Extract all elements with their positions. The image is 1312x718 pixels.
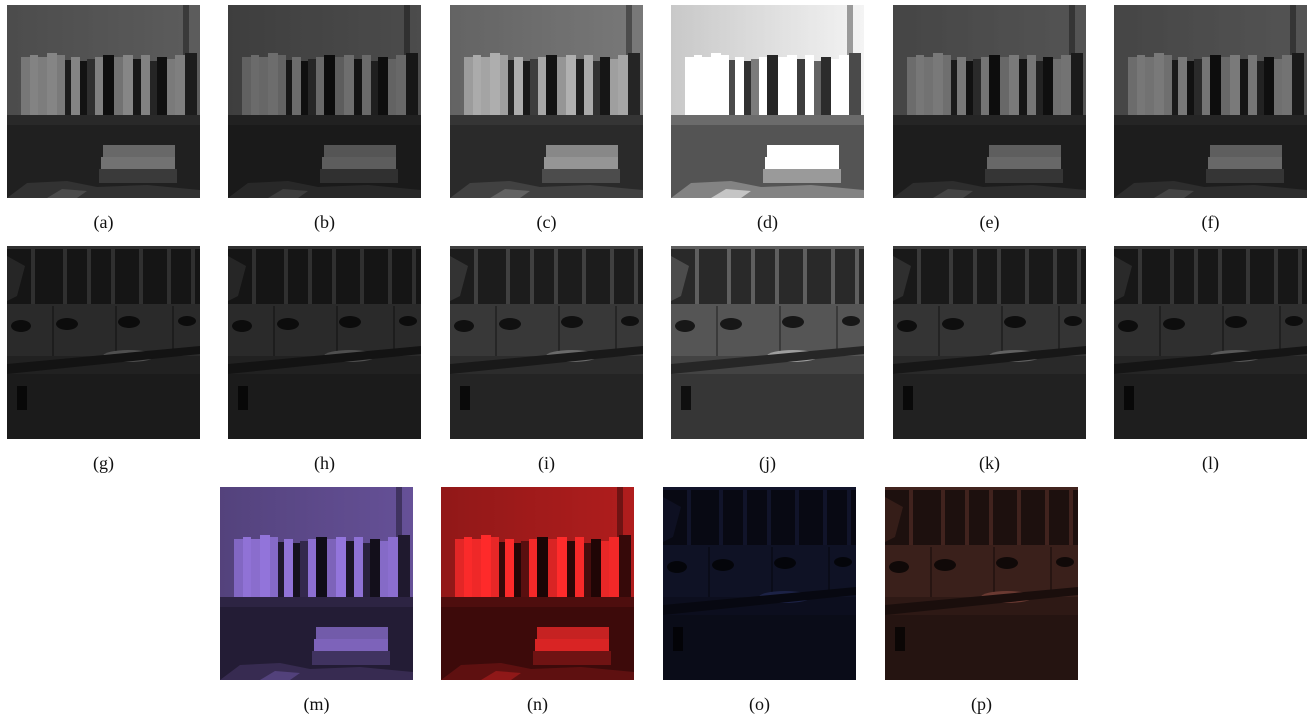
- image-panel: [228, 246, 421, 439]
- panel-caption: (g): [7, 453, 200, 473]
- image-panel: [663, 487, 856, 680]
- panel-caption: (i): [450, 453, 643, 473]
- photo-content: [893, 246, 1086, 439]
- panel-caption: (k): [893, 453, 1086, 473]
- photo-content: [450, 246, 643, 439]
- photo-content: [7, 5, 200, 198]
- panel-caption: (m): [220, 694, 413, 714]
- image-panel: [450, 246, 643, 439]
- photo: [1114, 246, 1307, 439]
- panel-caption: (b): [228, 212, 421, 232]
- image-panel: [441, 487, 634, 680]
- panel-caption: (a): [7, 212, 200, 232]
- photo: [893, 246, 1086, 439]
- panel-caption: (h): [228, 453, 421, 473]
- photo: [7, 246, 200, 439]
- color-tint: [885, 487, 1078, 680]
- photo-content: [1114, 5, 1307, 198]
- photo-content: [893, 5, 1086, 198]
- image-panel: [7, 246, 200, 439]
- color-tint: [220, 487, 413, 680]
- photo: [441, 487, 634, 680]
- photo: [885, 487, 1078, 680]
- image-panel: [885, 487, 1078, 680]
- image-panel: [7, 5, 200, 198]
- photo: [220, 487, 413, 680]
- figure-page: {"panels": [ {"caption": "(a)"}, {"capti…: [0, 0, 1312, 718]
- panel-caption: (l): [1114, 453, 1307, 473]
- image-panel: [893, 5, 1086, 198]
- photo-content: [671, 5, 864, 198]
- panel-caption: (n): [441, 694, 634, 714]
- image-panel: [1114, 246, 1307, 439]
- image-panel: [228, 5, 421, 198]
- panel-caption: (e): [893, 212, 1086, 232]
- image-panel: [450, 5, 643, 198]
- photo-content: [1114, 246, 1307, 439]
- image-panel: [671, 246, 864, 439]
- photo-content: [228, 246, 421, 439]
- image-panel: [220, 487, 413, 680]
- photo: [671, 246, 864, 439]
- photo: [228, 246, 421, 439]
- image-panel: [893, 246, 1086, 439]
- photo-content: [7, 246, 200, 439]
- image-panel: [1114, 5, 1307, 198]
- photo: [671, 5, 864, 198]
- panel-caption: (p): [885, 694, 1078, 714]
- photo: [450, 5, 643, 198]
- panel-caption: (c): [450, 212, 643, 232]
- photo-content: [671, 246, 864, 439]
- photo: [663, 487, 856, 680]
- photo: [228, 5, 421, 198]
- photo: [1114, 5, 1307, 198]
- color-tint: [441, 487, 634, 680]
- photo: [450, 246, 643, 439]
- photo-content: [450, 5, 643, 198]
- photo-content: [228, 5, 421, 198]
- panel-caption: (o): [663, 694, 856, 714]
- color-tint: [663, 487, 856, 680]
- photo: [7, 5, 200, 198]
- photo: [893, 5, 1086, 198]
- panel-caption: (j): [671, 453, 864, 473]
- panel-caption: (d): [671, 212, 864, 232]
- image-panel: [671, 5, 864, 198]
- panel-caption: (f): [1114, 212, 1307, 232]
